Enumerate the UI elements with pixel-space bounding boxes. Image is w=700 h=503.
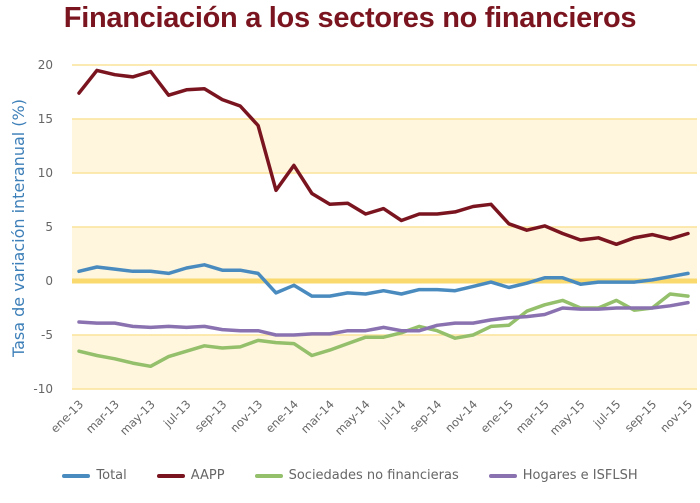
legend-swatch	[488, 473, 517, 478]
x-tick-label: may-13	[117, 397, 158, 438]
x-tick-label: ene-15	[478, 397, 516, 435]
legend-item: Total	[62, 468, 127, 483]
x-tick-label: nov-13	[227, 397, 265, 435]
x-tick-label: mar-15	[513, 397, 552, 436]
legend-swatch	[156, 473, 185, 478]
y-axis-label: Tasa de variación interanual (%)	[9, 99, 28, 358]
x-tick-label: jul-15	[590, 397, 624, 431]
x-tick-label: jul-13	[160, 397, 194, 431]
y-tick-label: 15	[38, 112, 53, 126]
chart-title: Financiación a los sectores no financier…	[63, 2, 637, 34]
x-tick-label: nov-14	[442, 397, 480, 435]
legend-item: AAPP	[156, 468, 225, 483]
x-tick-label: sep-14	[407, 397, 445, 435]
x-tick-label: mar-14	[298, 397, 337, 436]
series-line-hogares-e-isflsh	[77, 300, 690, 337]
series-line-total	[77, 263, 690, 298]
y-tick-label: 0	[45, 274, 53, 288]
y-tick-label: -5	[41, 328, 53, 342]
x-tick-label: mar-13	[83, 397, 122, 436]
x-tick-label: sep-13	[192, 397, 230, 435]
legend-label: AAPP	[190, 468, 225, 483]
y-tick-label: 5	[45, 220, 53, 234]
y-tick-label: -10	[33, 382, 53, 396]
shaded-bands	[72, 119, 697, 389]
legend: Total AAPP Sociedades no financieras Hogare…	[0, 468, 700, 483]
y-axis-ticks: 20 15 10 5 0 -5 -10	[33, 58, 53, 396]
legend-swatch	[62, 473, 91, 478]
x-tick-label: sep-15	[622, 397, 660, 435]
x-tick-label: may-14	[332, 397, 373, 438]
series-line-aapp	[77, 68, 690, 247]
legend-item: Hogares e ISFLSH	[488, 468, 638, 483]
y-tick-label: 10	[38, 166, 53, 180]
legend-label: Sociedades no financieras	[288, 468, 459, 483]
legend-item: Sociedades no financieras	[254, 468, 459, 483]
shaded-band	[72, 119, 697, 173]
legend-label: Total	[96, 468, 127, 483]
shaded-band	[72, 335, 697, 389]
legend-swatch	[254, 473, 283, 478]
x-tick-label: ene-13	[48, 397, 86, 435]
y-tick-label: 20	[38, 58, 53, 72]
x-tick-label: nov-15	[657, 397, 695, 435]
series-lines	[77, 68, 690, 369]
x-tick-label: may-15	[547, 397, 588, 438]
x-tick-label: jul-14	[375, 397, 409, 431]
legend-label: Hogares e ISFLSH	[522, 468, 638, 483]
x-tick-label: ene-14	[263, 397, 301, 435]
